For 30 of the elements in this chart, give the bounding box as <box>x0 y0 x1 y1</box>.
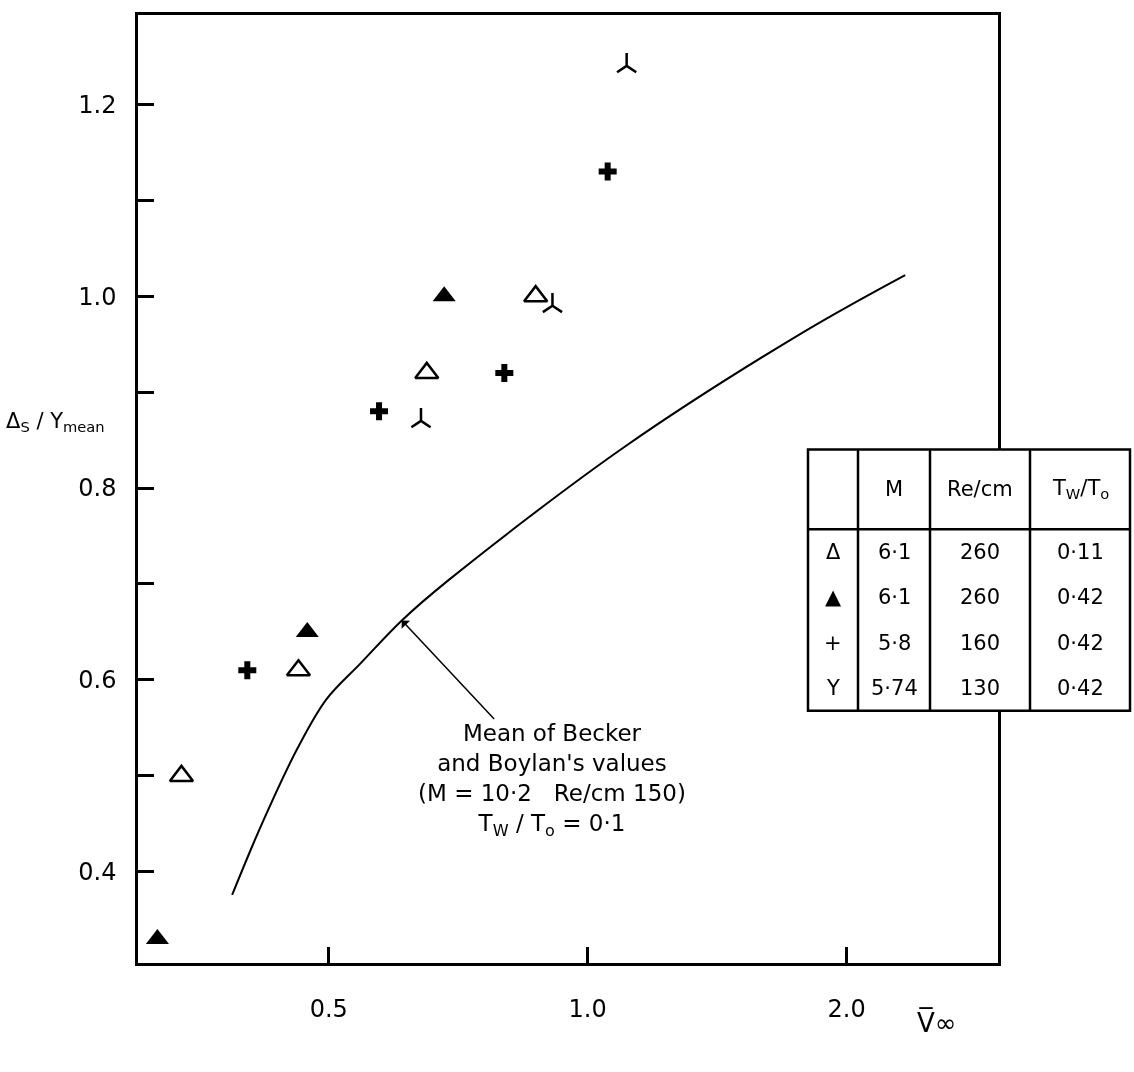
y-tick-label: 0.8 <box>78 474 117 503</box>
annotation: M <box>885 477 904 501</box>
annotation: 5·74 <box>871 676 918 700</box>
text: 0·42 <box>1057 585 1104 609</box>
x-axis-title: V̅∞ <box>917 1007 957 1038</box>
annotation: ▲ <box>825 585 842 609</box>
annotation: 160 <box>960 631 1001 655</box>
y-tick-label: 0.6 <box>78 666 117 695</box>
x-tick-label: 1.0 <box>568 994 607 1023</box>
annotation: 130 <box>960 676 1001 700</box>
annotation: Mean of Becker and Boylan's values (M = 10·2 Re/cm 150) T$_{W}$ / T$_{o}$ = 0·1 <box>418 720 686 840</box>
annotation: 6·1 <box>878 540 912 564</box>
annotation: Δ <box>826 540 841 564</box>
y-tick-label: 1.2 <box>78 90 117 119</box>
annotation: 6·1 <box>878 585 912 609</box>
text: 0·11 <box>1057 540 1104 564</box>
annotation: 260 <box>960 585 1001 609</box>
text: T$_{W}$/T$_{o}$ <box>1052 476 1110 503</box>
y-axis-title: Δ$_{S}$ / Y$_{mean}$ <box>6 409 105 436</box>
annotation: 260 <box>960 540 1001 564</box>
x-tick-label: 2.0 <box>827 994 866 1023</box>
annotation: + <box>824 631 842 655</box>
annotation: Y <box>826 676 840 700</box>
y-tick-label: 1.0 <box>78 282 117 311</box>
annotation: Re/cm <box>947 477 1013 501</box>
text: 0·42 <box>1057 631 1104 655</box>
y-tick-label: 0.4 <box>78 858 117 887</box>
text: 0·42 <box>1057 676 1104 700</box>
annotation: 5·8 <box>878 631 912 655</box>
x-tick-label: 0.5 <box>309 994 348 1023</box>
